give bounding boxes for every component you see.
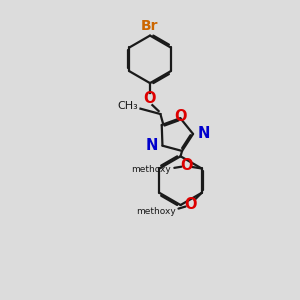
Text: O: O (181, 158, 193, 173)
Text: O: O (184, 196, 196, 211)
Text: O: O (175, 109, 187, 124)
Text: N: N (197, 126, 210, 141)
Text: Br: Br (141, 19, 159, 33)
Text: N: N (146, 138, 158, 153)
Text: CH₃: CH₃ (117, 101, 138, 111)
Text: methoxy: methoxy (136, 207, 176, 216)
Text: methoxy: methoxy (132, 165, 171, 174)
Text: O: O (144, 91, 156, 106)
